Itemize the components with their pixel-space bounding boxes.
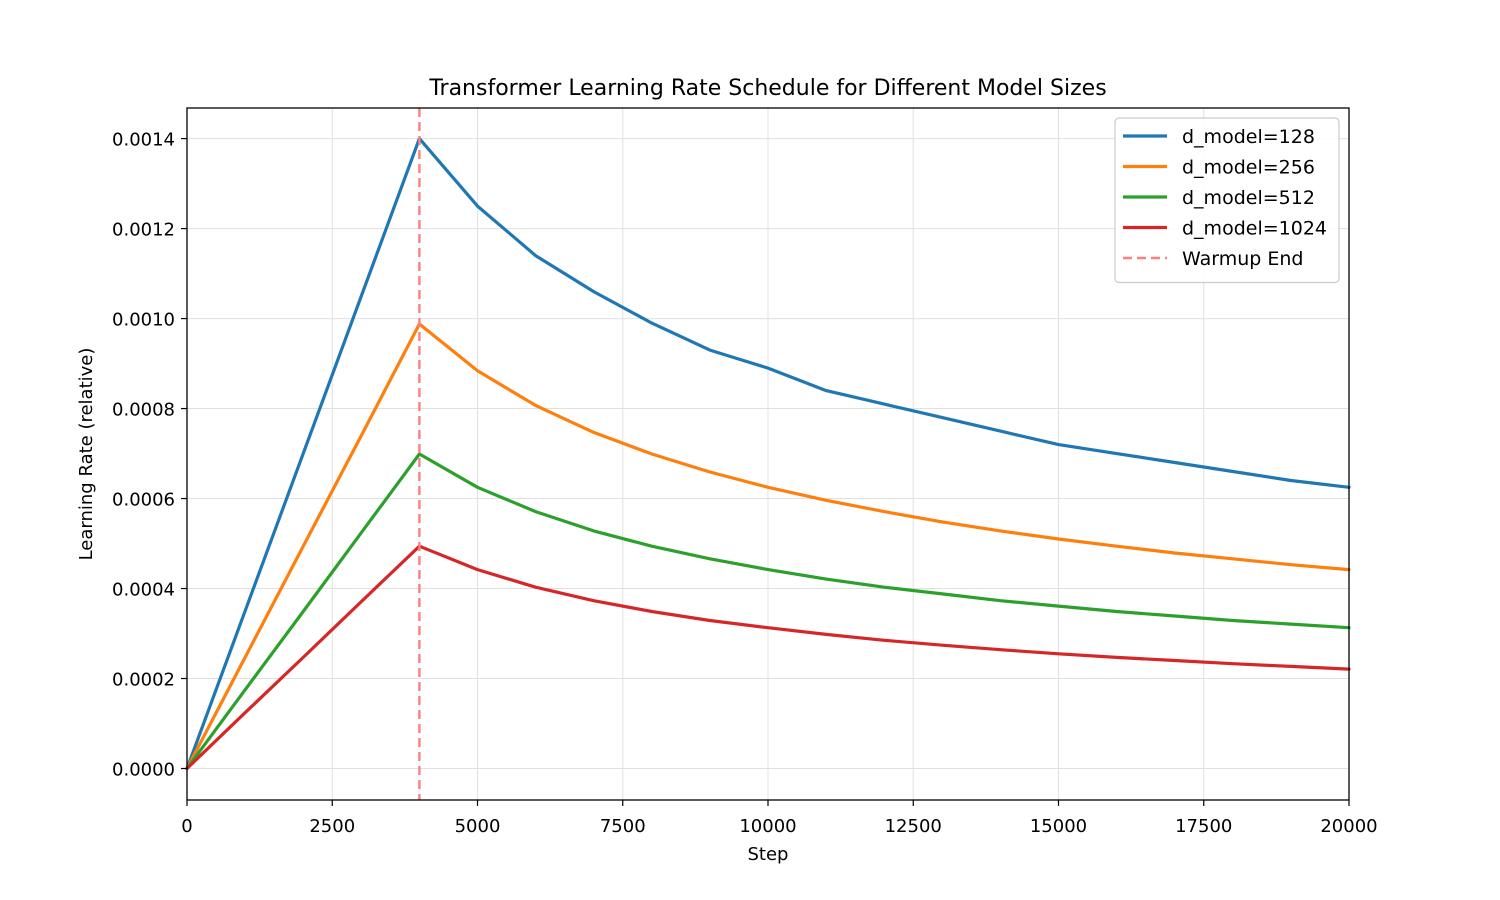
legend-label: d_model=512 <box>1182 187 1315 209</box>
y-tick-label: 0.0008 <box>112 400 175 421</box>
chart-title: Transformer Learning Rate Schedule for D… <box>428 76 1106 101</box>
x-tick-label: 0 <box>181 816 192 837</box>
y-axis-ticks: 0.0000 0.0002 0.0004 0.0006 0.0008 0.0010 0.00… <box>112 130 187 781</box>
y-tick-label: 0.0004 <box>112 580 175 601</box>
series-line-3 <box>185 452 1351 771</box>
x-axis-title: Step <box>748 844 789 865</box>
x-tick-label: 5000 <box>455 816 501 837</box>
y-tick-label: 0.0006 <box>112 490 175 511</box>
series-lines <box>185 137 1351 771</box>
legend-label: d_model=256 <box>1182 157 1315 179</box>
y-tick-label: 0.0010 <box>112 310 175 331</box>
y-tick-label: 0.0000 <box>112 760 175 781</box>
x-tick-label: 2500 <box>309 816 355 837</box>
x-tick-label: 10000 <box>739 816 796 837</box>
series-line-1 <box>185 137 1351 771</box>
y-axis-title: Learning Rate (relative) <box>76 348 97 561</box>
legend-label: Warmup End <box>1182 248 1303 270</box>
x-tick-label: 20000 <box>1320 816 1377 837</box>
x-tick-label: 7500 <box>600 816 646 837</box>
y-tick-label: 0.0002 <box>112 670 175 691</box>
x-tick-label: 12500 <box>885 816 942 837</box>
y-tick-label: 0.0014 <box>112 130 175 151</box>
series-line-2 <box>185 322 1351 771</box>
x-tick-label: 17500 <box>1175 816 1232 837</box>
y-tick-label: 0.0012 <box>112 220 175 241</box>
legend: d_model=128 d_model=256 d_model=512 d_model… <box>1114 117 1340 284</box>
legend-label: d_model=1024 <box>1182 218 1327 240</box>
legend-box <box>1114 117 1340 284</box>
x-axis-ticks: 0 2500 5000 7500 10000 12500 15000 17500 20000 <box>181 800 1378 837</box>
series-line-4 <box>185 544 1351 771</box>
x-tick-label: 15000 <box>1030 816 1087 837</box>
legend-label: d_model=128 <box>1182 126 1315 148</box>
